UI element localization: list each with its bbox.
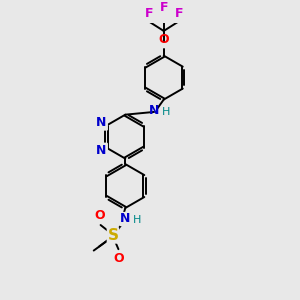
Text: N: N [96, 116, 107, 129]
Text: N: N [96, 144, 107, 157]
Text: F: F [175, 7, 183, 20]
Text: O: O [94, 209, 104, 222]
Text: F: F [160, 2, 168, 14]
Text: N: N [149, 104, 159, 117]
Text: O: O [113, 252, 124, 265]
Text: S: S [107, 228, 118, 243]
Text: H: H [133, 215, 141, 225]
Text: F: F [144, 7, 153, 20]
Text: N: N [120, 212, 130, 226]
Text: H: H [162, 107, 170, 118]
Text: O: O [158, 33, 169, 46]
